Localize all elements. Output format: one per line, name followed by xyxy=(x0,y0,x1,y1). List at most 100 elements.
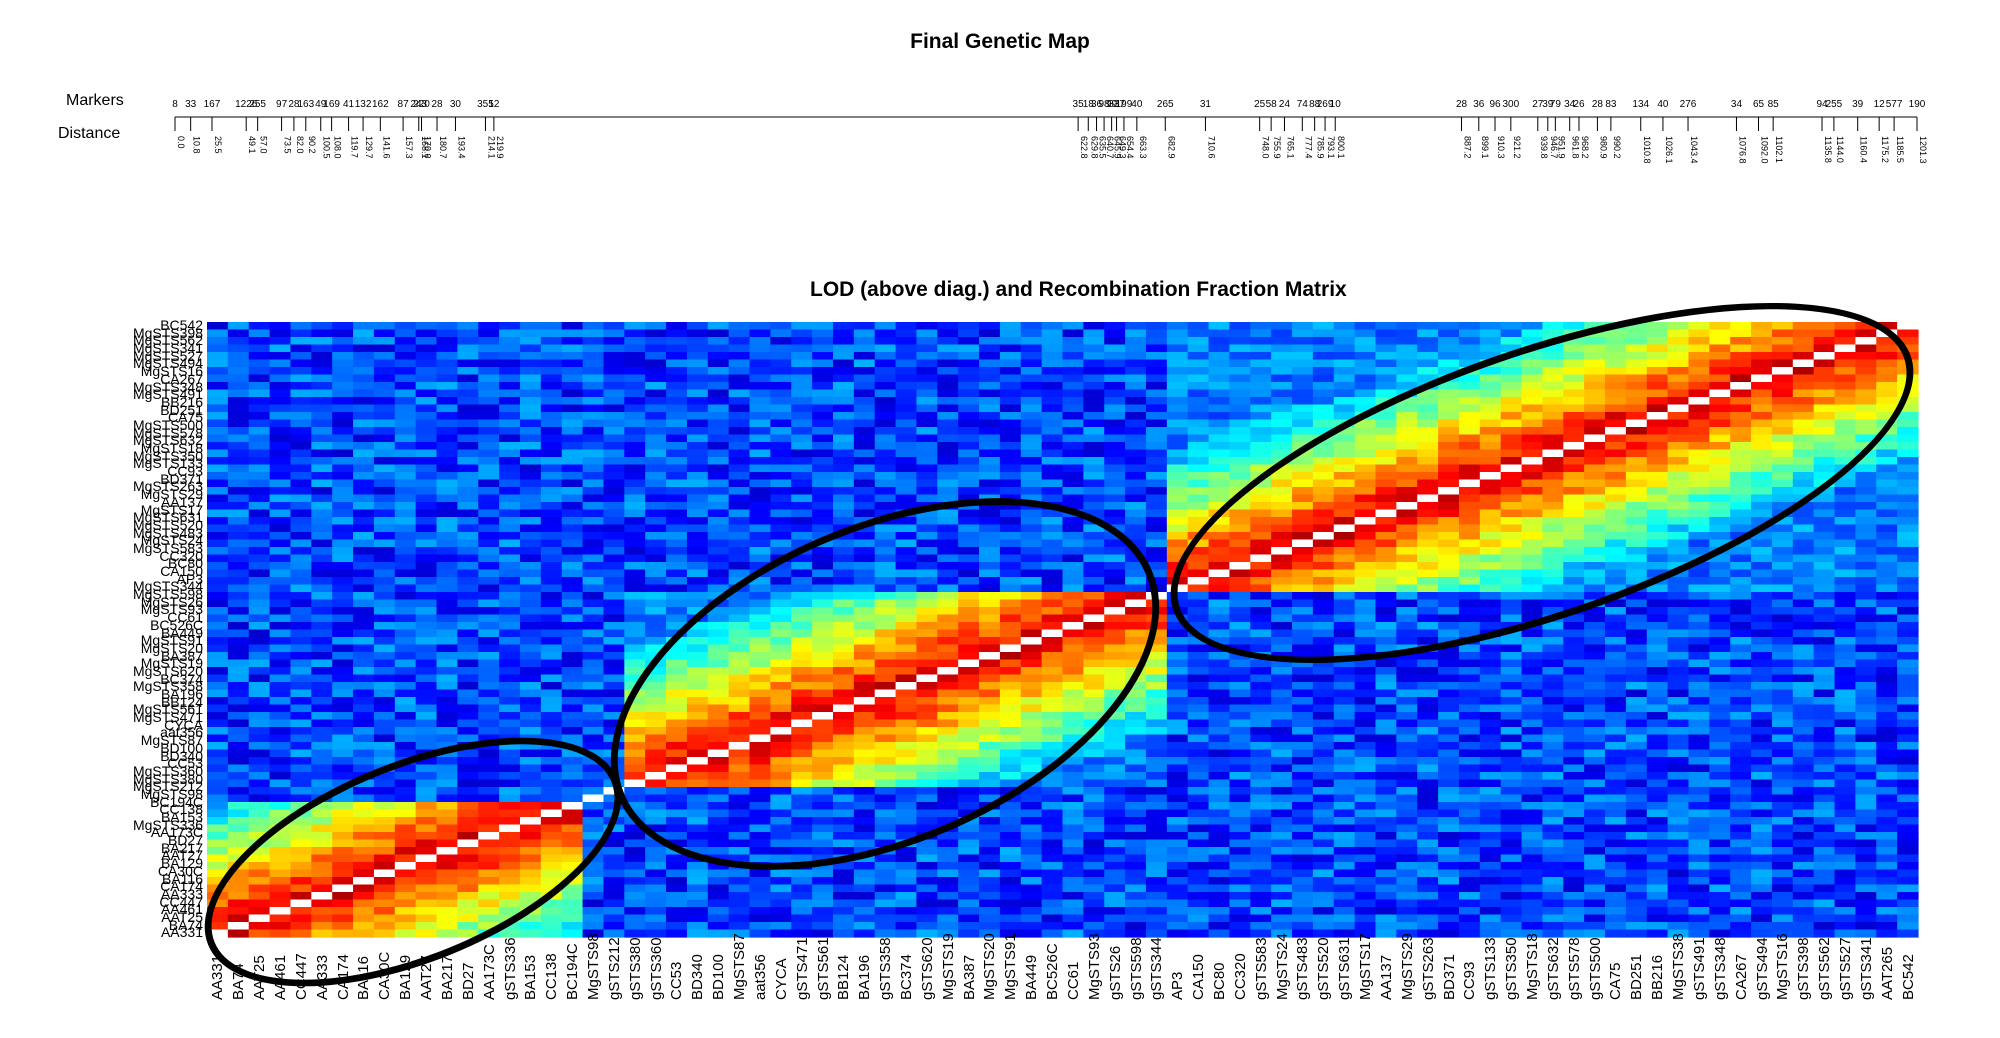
heatmap-cell xyxy=(1542,735,1563,743)
heatmap-cell xyxy=(457,337,478,345)
heatmap-cell xyxy=(1355,322,1376,330)
heatmap-cell xyxy=(395,637,416,645)
heatmap-cell xyxy=(583,637,604,645)
heatmap-cell xyxy=(311,525,332,533)
heatmap-cell xyxy=(1814,502,1835,510)
heatmap-cell xyxy=(603,675,624,683)
heatmap-cell xyxy=(290,727,311,735)
heatmap-cell xyxy=(1793,637,1814,645)
heatmap-cell xyxy=(1709,720,1730,728)
heatmap-cell xyxy=(249,615,270,623)
heatmap-cell xyxy=(353,345,374,353)
heatmap-cell xyxy=(1438,705,1459,713)
heatmap-cell xyxy=(875,330,896,338)
heatmap-cell xyxy=(1125,697,1146,705)
heatmap-cell xyxy=(1125,472,1146,480)
heatmap-cell xyxy=(1188,412,1209,420)
heatmap-cell xyxy=(1042,345,1063,353)
heatmap-cell xyxy=(687,367,708,375)
heatmap-cell xyxy=(1396,337,1417,345)
heatmap-cell xyxy=(1250,682,1271,690)
heatmap-cell xyxy=(1209,435,1230,443)
heatmap-cell xyxy=(541,502,562,510)
heatmap-cell xyxy=(1083,367,1104,375)
heatmap-cell xyxy=(1229,345,1250,353)
heatmap-cell xyxy=(708,360,729,368)
heatmap-cell xyxy=(812,450,833,458)
heatmap-cell xyxy=(1542,742,1563,750)
heatmap-cell xyxy=(1229,442,1250,450)
heatmap-cell xyxy=(1688,577,1709,585)
heatmap-cell xyxy=(833,390,854,398)
heatmap-cell xyxy=(270,562,291,570)
heatmap-cell xyxy=(729,502,750,510)
heatmap-cell xyxy=(1188,697,1209,705)
heatmap-cell xyxy=(1647,712,1668,720)
heatmap-cell xyxy=(374,480,395,488)
heatmap-cell xyxy=(1209,472,1230,480)
heatmap-cell xyxy=(1375,705,1396,713)
heatmap-cell xyxy=(1459,750,1480,758)
heatmap-cell xyxy=(875,480,896,488)
heatmap-cell xyxy=(395,607,416,615)
heatmap-cell xyxy=(1751,682,1772,690)
heatmap-cell xyxy=(1814,547,1835,555)
heatmap-cell xyxy=(1772,735,1793,743)
heatmap-cell xyxy=(1375,667,1396,675)
heatmap-cell xyxy=(1668,720,1689,728)
heatmap-cell xyxy=(1563,712,1584,720)
heatmap-cell xyxy=(1626,705,1647,713)
heatmap-cell xyxy=(1835,592,1856,600)
heatmap-cell xyxy=(1292,330,1313,338)
heatmap-cell xyxy=(249,660,270,668)
heatmap-cell xyxy=(708,472,729,480)
heatmap-cell xyxy=(1063,352,1084,360)
heatmap-cell xyxy=(666,450,687,458)
heatmap-cell xyxy=(708,322,729,330)
heatmap-cell xyxy=(1730,555,1751,563)
heatmap-cell xyxy=(1167,420,1188,428)
heatmap-cell xyxy=(1605,682,1626,690)
heatmap-cell xyxy=(1897,750,1918,758)
heatmap-cell xyxy=(729,352,750,360)
heatmap-cell xyxy=(1229,352,1250,360)
heatmap-cell xyxy=(1668,750,1689,758)
heatmap-cell xyxy=(311,735,332,743)
heatmap-cell xyxy=(1250,757,1271,765)
heatmap-cell xyxy=(562,322,583,330)
heatmap-cell xyxy=(1083,427,1104,435)
heatmap-cell xyxy=(541,555,562,563)
heatmap-cell xyxy=(332,532,353,540)
heatmap-cell xyxy=(937,412,958,420)
heatmap-cell xyxy=(583,555,604,563)
heatmap-cell xyxy=(562,337,583,345)
heatmap-cell xyxy=(750,525,771,533)
heatmap-cell xyxy=(1313,390,1334,398)
heatmap-cell xyxy=(1083,472,1104,480)
heatmap-cell xyxy=(541,360,562,368)
heatmap-cell xyxy=(249,652,270,660)
heatmap-cell xyxy=(437,720,458,728)
heatmap-cell xyxy=(1334,360,1355,368)
heatmap-cell xyxy=(332,592,353,600)
heatmap-cell xyxy=(1522,712,1543,720)
heatmap-cell xyxy=(1855,495,1876,503)
heatmap-cell xyxy=(332,442,353,450)
heatmap-cell xyxy=(1396,330,1417,338)
heatmap-cell xyxy=(541,720,562,728)
heatmap-cell xyxy=(854,352,875,360)
heatmap-cell xyxy=(833,420,854,428)
heatmap-cell xyxy=(687,495,708,503)
heatmap-cell xyxy=(374,457,395,465)
heatmap-cell xyxy=(290,757,311,765)
heatmap-cell xyxy=(1375,742,1396,750)
heatmap-cell xyxy=(1125,742,1146,750)
heatmap-cell xyxy=(1250,697,1271,705)
heatmap-cell xyxy=(1772,555,1793,563)
heatmap-cell xyxy=(624,585,645,593)
heatmap-cell xyxy=(290,742,311,750)
heatmap-cell xyxy=(270,682,291,690)
heatmap-cell xyxy=(1814,660,1835,668)
heatmap-cell xyxy=(499,562,520,570)
heatmap-cell xyxy=(249,585,270,593)
